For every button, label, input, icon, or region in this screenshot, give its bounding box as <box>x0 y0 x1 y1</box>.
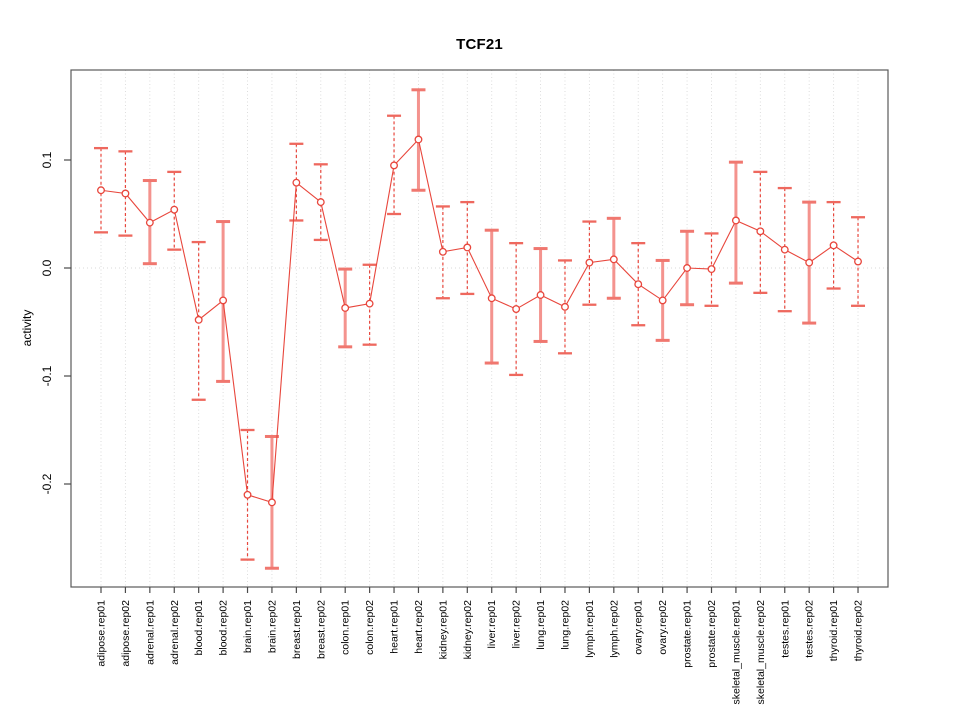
data-point <box>463 243 472 252</box>
x-tick-label: brain.rep01 <box>242 600 254 653</box>
data-point <box>805 258 814 267</box>
x-tick-label: adrenal.rep02 <box>169 600 181 665</box>
data-point <box>292 178 301 187</box>
y-tick-label: 0.1 <box>40 151 54 168</box>
x-tick-label: skeletal_muscle.rep02 <box>755 600 767 705</box>
x-tick-label: lymph.rep01 <box>584 600 596 658</box>
x-tick-label: liver.rep02 <box>511 600 523 649</box>
data-point <box>731 216 740 225</box>
data-point <box>756 227 765 236</box>
x-tick-label: testes.rep01 <box>779 600 791 658</box>
x-tick-label: breast.rep01 <box>291 600 303 659</box>
x-tick-label: prostate.rep01 <box>682 600 694 668</box>
x-tick-label: heart.rep01 <box>389 600 401 654</box>
y-tick-label: 0.0 <box>40 259 54 276</box>
x-tick-label: colon.rep02 <box>364 600 376 655</box>
data-point <box>267 498 276 507</box>
chart-title: TCF21 <box>456 36 503 53</box>
x-tick-label: heart.rep02 <box>413 600 425 654</box>
data-point <box>707 265 716 274</box>
x-tick-label: adrenal.rep01 <box>144 600 156 665</box>
x-tick-label: kidney.rep01 <box>437 600 449 660</box>
data-point <box>390 161 398 170</box>
x-tick-label: lymph.rep02 <box>608 600 620 658</box>
x-tick-label: adipose.rep02 <box>120 600 132 667</box>
data-point <box>780 245 789 254</box>
x-tick-label: blood.rep02 <box>218 600 230 656</box>
data-point <box>658 296 667 305</box>
x-tick-label: prostate.rep02 <box>706 600 718 668</box>
plot-frame <box>70 69 889 588</box>
data-point <box>438 247 447 256</box>
x-tick-label: brain.rep02 <box>266 600 278 653</box>
data-point <box>487 294 496 303</box>
data-point <box>145 218 154 227</box>
x-tick-label: lung.rep01 <box>535 600 547 650</box>
x-tick-label: lung.rep02 <box>559 600 571 650</box>
data-point <box>121 189 130 198</box>
data-point <box>341 304 350 312</box>
data-point <box>854 257 862 266</box>
x-tick-label: adipose.rep01 <box>96 600 108 667</box>
x-tick-label: thyroid.rep01 <box>828 600 840 661</box>
data-point <box>194 315 203 324</box>
x-tick-label: skeletal_muscle.rep01 <box>730 600 742 705</box>
x-tick-label: blood.rep01 <box>193 600 205 656</box>
data-point <box>585 258 594 267</box>
data-point <box>170 205 179 214</box>
y-tick-label: -0.2 <box>40 473 54 494</box>
data-point <box>829 241 838 250</box>
x-tick-label: colon.rep01 <box>340 600 352 655</box>
x-tick-label: kidney.rep02 <box>462 600 474 660</box>
data-point <box>512 305 521 313</box>
x-tick-label: thyroid.rep02 <box>853 600 865 661</box>
data-point <box>316 198 325 207</box>
series-line <box>100 138 859 504</box>
data-point <box>634 280 643 289</box>
x-tick-label: ovary.rep01 <box>633 600 645 655</box>
data-point <box>243 490 252 499</box>
x-tick-label: liver.rep01 <box>486 600 498 649</box>
data-point <box>97 186 105 195</box>
x-tick-label: breast.rep02 <box>315 600 327 659</box>
x-tick-label: testes.rep02 <box>804 600 816 658</box>
data-point <box>683 264 692 272</box>
data-point <box>609 255 618 264</box>
data-point <box>561 302 569 311</box>
y-tick-label: -0.1 <box>40 365 54 386</box>
data-point <box>365 299 374 308</box>
data-point <box>414 135 423 144</box>
data-point <box>219 296 228 305</box>
x-tick-label: ovary.rep02 <box>657 600 669 655</box>
data-point <box>536 291 545 299</box>
